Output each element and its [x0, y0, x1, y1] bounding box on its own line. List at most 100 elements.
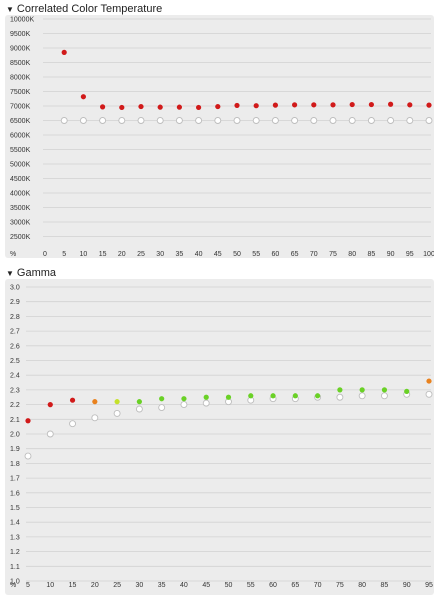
x-unit-label: %	[10, 582, 16, 589]
measured-point	[426, 378, 432, 384]
x-tick-label: 20	[118, 251, 126, 258]
x-tick-label: 60	[269, 582, 277, 589]
measured-point	[234, 102, 240, 109]
y-tick-label: 3.0	[10, 285, 20, 292]
y-tick-label: 2.5	[10, 358, 20, 365]
reference-point	[336, 393, 344, 401]
reference-point	[310, 117, 318, 124]
y-tick-label: 6500K	[10, 118, 31, 125]
triangle-down-icon: ▼	[6, 268, 14, 278]
reference-point	[137, 117, 145, 124]
reference-point	[156, 117, 164, 124]
reference-point	[99, 117, 107, 124]
x-tick-label: 5	[62, 251, 66, 258]
x-tick-label: 35	[176, 251, 184, 258]
measured-point	[315, 393, 321, 399]
reference-point	[175, 117, 183, 124]
y-tick-label: 6000K	[10, 133, 31, 140]
measured-point	[248, 393, 254, 399]
x-tick-label: 25	[113, 582, 121, 589]
y-tick-label: 2.3	[10, 387, 20, 394]
cct-chart: 2500K 3000K 3500K 4000K 4500K 5000K 5500K 6000K…	[10, 9, 435, 258]
x-tick-label: 55	[247, 582, 255, 589]
x-tick-label: 90	[403, 582, 411, 589]
y-tick-label: 2.1	[10, 417, 20, 424]
x-tick-label: 85	[381, 582, 389, 589]
measured-point	[404, 388, 410, 394]
measured-point	[381, 387, 388, 393]
reference-point	[158, 404, 166, 411]
x-tick-label: 75	[336, 582, 344, 589]
gamma-chart: 1.0 1.1 1.2 1.3 1.4 1.5 1.6 1.7 1.8 1.9 2.0 2.1 2.2 2…	[10, 285, 433, 590]
x-unit-label: %	[10, 251, 16, 258]
measured-point	[359, 387, 365, 393]
reference-point	[195, 117, 203, 124]
gamma-section-header[interactable]: ▼ Gamma	[6, 267, 56, 279]
reference-point	[60, 117, 68, 124]
x-tick-label: 65	[291, 582, 299, 589]
reference-point	[271, 117, 279, 124]
measured-point	[253, 103, 259, 109]
x-tick-label: 50	[225, 582, 233, 589]
x-tick-label: 80	[358, 582, 366, 589]
measured-point	[215, 103, 221, 110]
measured-point	[25, 418, 31, 424]
y-tick-label: 8000K	[10, 75, 31, 82]
y-tick-label: 1.3	[10, 534, 20, 541]
reference-point	[202, 399, 210, 407]
gamma-chart-panel: 1.0 1.1 1.2 1.3 1.4 1.5 1.6 1.7 1.8 1.9 2.0 2.1 2.2 2…	[5, 279, 434, 595]
measured-point	[138, 103, 144, 110]
y-tick-label: 1.4	[10, 520, 20, 527]
x-tick-label: 55	[252, 251, 260, 258]
y-tick-label: 2.6	[10, 343, 20, 350]
x-tick-label: 50	[233, 251, 241, 258]
y-tick-label: 5000K	[10, 162, 31, 169]
y-tick-label: 5500K	[10, 147, 31, 154]
reference-point	[380, 392, 388, 400]
x-tick-label: 90	[387, 251, 395, 258]
cct-section-header[interactable]: ▼ Correlated Color Temperature	[6, 3, 162, 15]
x-tick-label: 10	[46, 582, 54, 589]
x-tick-label: 95	[406, 251, 414, 258]
x-tick-label: 85	[368, 251, 376, 258]
reference-point	[233, 117, 241, 124]
measured-point	[292, 102, 298, 108]
measured-point	[196, 104, 202, 111]
measured-point	[426, 102, 432, 108]
reference-point	[425, 390, 433, 398]
reference-point	[291, 117, 299, 124]
x-tick-label: 15	[69, 582, 77, 589]
x-tick-label: 10	[80, 251, 88, 258]
measured-point	[119, 104, 125, 111]
reference-point	[69, 420, 77, 428]
y-tick-label: 7000K	[10, 104, 31, 111]
measured-point	[114, 399, 120, 405]
measured-point	[368, 101, 374, 108]
measured-point	[292, 393, 298, 399]
y-tick-label: 4500K	[10, 176, 31, 183]
measured-point	[337, 387, 343, 393]
y-tick-label: 3500K	[10, 205, 31, 212]
x-tick-label: 45	[214, 251, 222, 258]
x-tick-label: 25	[137, 251, 145, 258]
y-tick-label: 7500K	[10, 89, 31, 96]
x-tick-label: 60	[272, 251, 280, 258]
measured-point	[136, 399, 142, 405]
reference-point	[387, 117, 395, 124]
reference-point	[358, 392, 366, 400]
y-tick-label: 2.7	[10, 329, 20, 336]
y-tick-label: 2.2	[10, 402, 20, 409]
y-tick-label: 1.2	[10, 549, 20, 556]
y-tick-label: 1.7	[10, 476, 20, 483]
y-tick-label: 2.9	[10, 299, 20, 306]
reference-point	[24, 452, 32, 460]
x-tick-label: 40	[195, 251, 203, 258]
reference-point	[135, 405, 143, 413]
measured-point	[159, 396, 165, 402]
measured-point	[181, 396, 187, 402]
x-tick-label: 80	[348, 251, 356, 258]
reference-point	[406, 117, 414, 124]
measured-point	[69, 397, 76, 403]
y-tick-label: 9000K	[10, 46, 31, 53]
measured-point	[100, 104, 106, 110]
